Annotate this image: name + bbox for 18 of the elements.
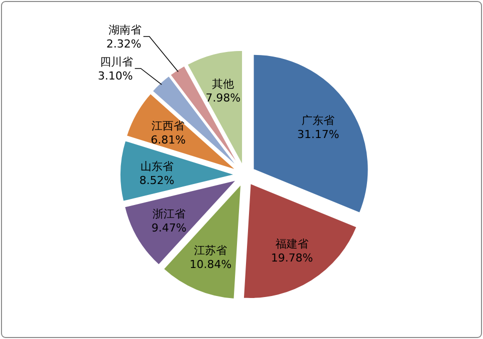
data-label: 6.81% bbox=[150, 134, 186, 147]
slice-label: 四川省 bbox=[100, 55, 133, 68]
slice-label: 湖南省 bbox=[108, 23, 142, 36]
slice-label: 山东省 bbox=[140, 160, 174, 174]
slice-label: 浙江省 bbox=[152, 208, 186, 221]
data-label: 9.47% bbox=[152, 222, 186, 235]
slice-label: 其他 bbox=[212, 78, 234, 91]
slice-label: 江西省 bbox=[152, 120, 185, 133]
data-label: 10.84% bbox=[190, 258, 232, 272]
slice-label: 江苏省 bbox=[194, 244, 228, 258]
data-label: 3.10% bbox=[98, 69, 133, 82]
slice-label: 福建省 bbox=[275, 238, 308, 251]
data-label: 2.32% bbox=[106, 37, 142, 50]
data-label: 31.17% bbox=[297, 128, 340, 141]
data-label: 8.52% bbox=[139, 174, 174, 188]
data-label: 7.98% bbox=[206, 92, 241, 105]
slice-label: 广东省 bbox=[302, 114, 335, 127]
data-label: 19.78% bbox=[270, 252, 313, 265]
